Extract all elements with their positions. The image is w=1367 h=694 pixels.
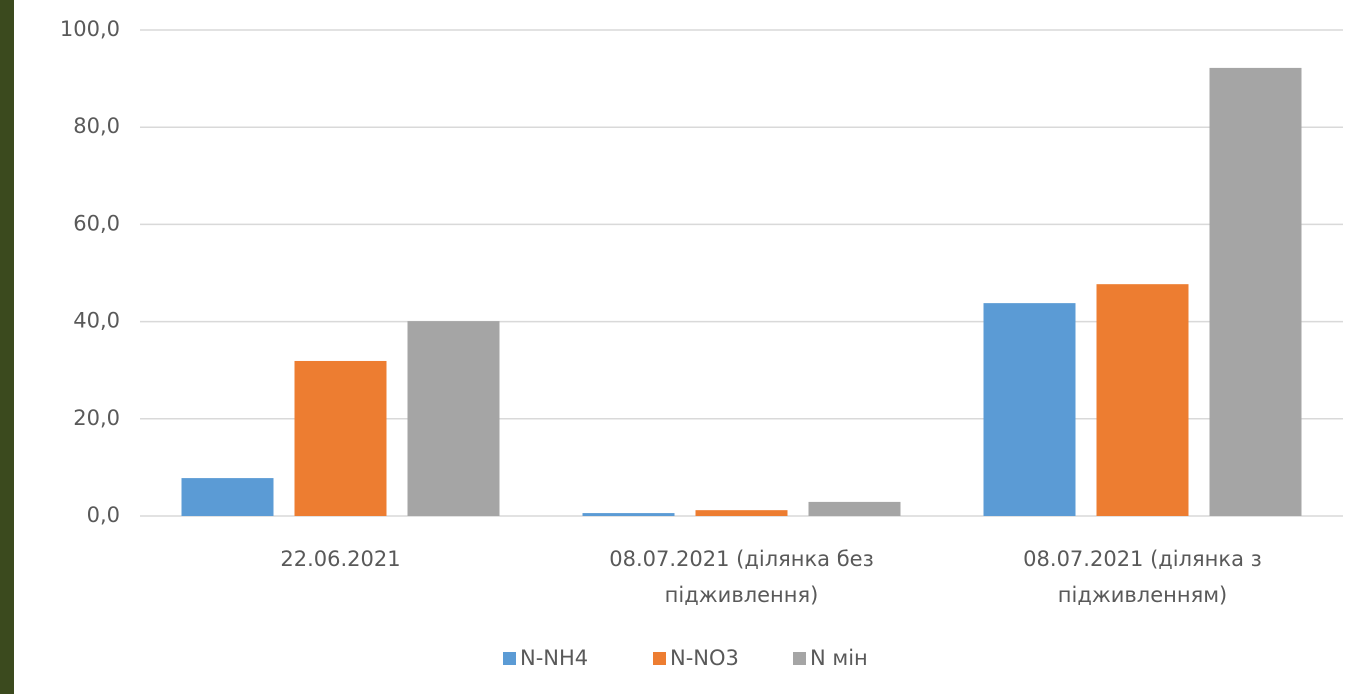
y-tick-label: 60,0 [73, 211, 120, 235]
x-tick-label: 22.06.2021 [161, 541, 521, 577]
x-tick-label: 08.07.2021 (ділянка без підживлення) [562, 541, 922, 613]
legend-label: N-NH4 [520, 646, 588, 670]
bar [583, 513, 675, 516]
bar [1210, 68, 1302, 516]
legend-label: N мін [810, 646, 868, 670]
bar [182, 478, 274, 516]
legend-label: N-NO3 [670, 646, 739, 670]
y-tick-label: 20,0 [73, 406, 120, 430]
bar [295, 361, 387, 516]
legend-swatch [793, 652, 806, 665]
y-tick-label: 40,0 [73, 309, 120, 333]
y-tick-label: 0,0 [87, 503, 120, 527]
bar [984, 303, 1076, 516]
y-tick-label: 100,0 [60, 17, 120, 41]
legend-swatch [503, 652, 516, 665]
background-strip [0, 0, 14, 694]
bar [809, 502, 901, 516]
y-tick-label: 80,0 [73, 114, 120, 138]
bar [696, 510, 788, 516]
bar [408, 321, 500, 516]
bar [1097, 284, 1189, 516]
page: 0,020,040,060,080,0100,0N-NH4N-NO3N мін … [0, 0, 1367, 694]
legend-swatch [653, 652, 666, 665]
x-tick-label: 08.07.2021 (ділянка з підживленням) [963, 541, 1323, 613]
